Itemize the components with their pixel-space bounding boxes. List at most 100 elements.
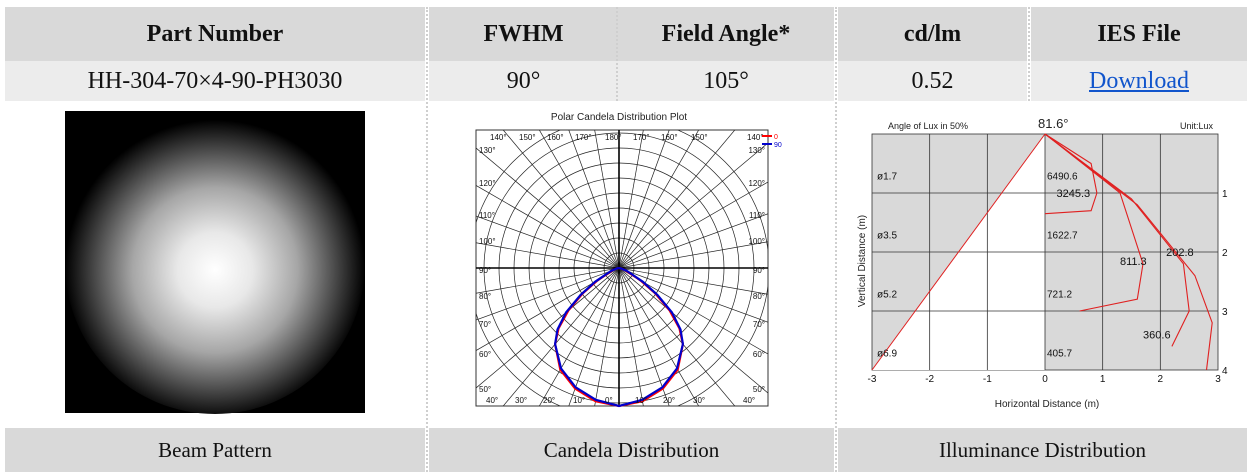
polar-label-top: 180°: [605, 133, 622, 142]
illum-center-lux-label: 6490.6: [1047, 171, 1078, 182]
illum-y-tick: 3: [1222, 307, 1228, 318]
header-field-angle: Field Angle*: [618, 7, 834, 61]
polar-labels: 140° 150° 160° 170° 180° 170° 160° 150° 140° 130°…: [479, 133, 765, 405]
illum-plot: -3 -2 -1 0 1 2 31234ø1.7ø3.5ø5.2ø6.96490.61622…: [868, 133, 1228, 385]
ies-download-link[interactable]: Download: [1089, 67, 1189, 94]
polar-label-left: 130°: [479, 146, 496, 155]
polar-label-top: 160°: [547, 133, 564, 142]
polar-label-right: 120°: [748, 179, 765, 188]
cd-lm-value: 0.52: [838, 61, 1027, 101]
polar-title: Polar Candela Distribution Plot: [551, 112, 687, 123]
polar-label-bottom: 10°: [573, 396, 585, 405]
illum-x-tick: 0: [1042, 374, 1048, 385]
polar-label-left: 50°: [479, 385, 491, 394]
polar-label-top: 170°: [575, 133, 592, 142]
polar-label-bottom: 40°: [486, 396, 498, 405]
legend-label-0: 0: [774, 134, 778, 141]
footer-beam-pattern: Beam Pattern: [5, 428, 425, 472]
polar-label-bottom: 30°: [693, 396, 705, 405]
polar-label-bottom: 20°: [663, 396, 675, 405]
illum-center-lux-label: 721.2: [1047, 289, 1072, 300]
illum-isolux-label: 811.3: [1120, 256, 1147, 268]
illum-isolux-405.7: [1044, 133, 1213, 371]
candela-cell: Polar Candela Distribution Plot 140° 150°…: [429, 101, 834, 428]
polar-label-left: 100°: [479, 237, 496, 246]
polar-candela-chart: Polar Candela Distribution Plot 140° 150°…: [475, 112, 782, 408]
ies-download-cell: Download: [1031, 61, 1247, 101]
polar-label-top: 140°: [747, 133, 764, 142]
polar-label-right: 80°: [753, 292, 765, 301]
beam-spot: [65, 114, 365, 414]
polar-legend: 0 90: [762, 134, 782, 149]
illuminance-chart: Angle of Lux in 50% 81.6° Unit:Lux Verti…: [857, 116, 1228, 410]
polar-label-top: 160°: [661, 133, 678, 142]
polar-series-90: [553, 266, 685, 408]
illum-isolux-721.2: [1044, 133, 1190, 347]
illum-x-tick: -3: [868, 374, 877, 385]
beam-pattern-image: [65, 111, 365, 414]
illum-x-tick: 1: [1100, 374, 1106, 385]
polar-label-right: 70°: [753, 320, 765, 329]
polar-label-top: 140°: [490, 133, 507, 142]
column-divider: [616, 7, 618, 101]
polar-label-left: 80°: [479, 292, 491, 301]
illum-isolux-label: 202.8: [1166, 247, 1194, 259]
column-divider: [1028, 7, 1030, 101]
polar-label-right: 110°: [749, 211, 765, 220]
illum-y-tick: 2: [1222, 248, 1228, 259]
illum-unit: Unit:Lux: [1180, 121, 1214, 131]
illum-isolux-6490.6: [1044, 133, 1098, 215]
illum-center-lux-label: 405.7: [1047, 348, 1072, 359]
illum-x-tick: 3: [1215, 374, 1221, 385]
polar-label-bottom: 10°: [635, 396, 647, 405]
polar-label-left: 70°: [479, 320, 491, 329]
polar-label-top: 170°: [633, 133, 650, 142]
field-angle-value: 105°: [618, 61, 834, 101]
illuminance-cell: Angle of Lux in 50% 81.6° Unit:Lux Verti…: [838, 101, 1247, 428]
beam-pattern-cell: [5, 101, 425, 428]
illum-ylabel: Vertical Distance (m): [857, 215, 868, 307]
illum-isolux-1622.7: [1044, 133, 1144, 312]
polar-label-top: 150°: [691, 133, 708, 142]
illum-diameter-label: ø5.2: [877, 289, 897, 300]
header-part-number: Part Number: [5, 7, 425, 61]
polar-label-left: 90°: [479, 266, 491, 275]
illum-x-tick: -2: [925, 374, 934, 385]
polar-label-right: 90°: [753, 266, 765, 275]
polar-label-right: 60°: [753, 350, 765, 359]
polar-curves: [553, 266, 685, 408]
header-fwhm: FWHM: [429, 7, 618, 61]
polar-label-right: 130°: [748, 146, 765, 155]
polar-label-right: 50°: [753, 385, 765, 394]
illum-y-tick: 1: [1222, 189, 1228, 200]
polar-label-top: 150°: [519, 133, 536, 142]
illum-x-tick: -1: [983, 374, 992, 385]
illum-y-tick: 4: [1222, 366, 1228, 377]
polar-label-left: 110°: [479, 211, 495, 220]
illum-angle-value: 81.6°: [1038, 116, 1069, 131]
illum-diameter-label: ø3.5: [877, 230, 897, 241]
polar-label-left: 120°: [479, 179, 496, 188]
illum-angle-label: Angle of Lux in 50%: [888, 121, 968, 131]
footer-illuminance-distribution: Illuminance Distribution: [838, 428, 1247, 472]
polar-label-right: 100°: [748, 237, 765, 246]
footer-candela-distribution: Candela Distribution: [429, 428, 834, 472]
polar-label-bottom: 0°: [605, 396, 613, 405]
illum-isolux-label: 360.6: [1143, 330, 1171, 342]
illum-beam-edge: [871, 133, 1046, 371]
polar-label-bottom: 20°: [543, 396, 555, 405]
column-divider: [835, 7, 837, 472]
illum-diameter-label: ø6.9: [877, 348, 897, 359]
fwhm-value: 90°: [429, 61, 618, 101]
polar-label-bottom: 30°: [515, 396, 527, 405]
illum-xlabel: Horizontal Distance (m): [995, 399, 1099, 410]
illum-isolux-label: 3245.3: [1057, 188, 1091, 200]
header-ies-file: IES File: [1031, 7, 1247, 61]
illum-diameter-label: ø1.7: [877, 171, 897, 182]
column-divider: [426, 7, 428, 472]
illum-x-tick: 2: [1158, 374, 1164, 385]
header-cd-lm: cd/lm: [838, 7, 1027, 61]
legend-label-90: 90: [774, 142, 782, 149]
polar-label-bottom: 40°: [743, 396, 755, 405]
